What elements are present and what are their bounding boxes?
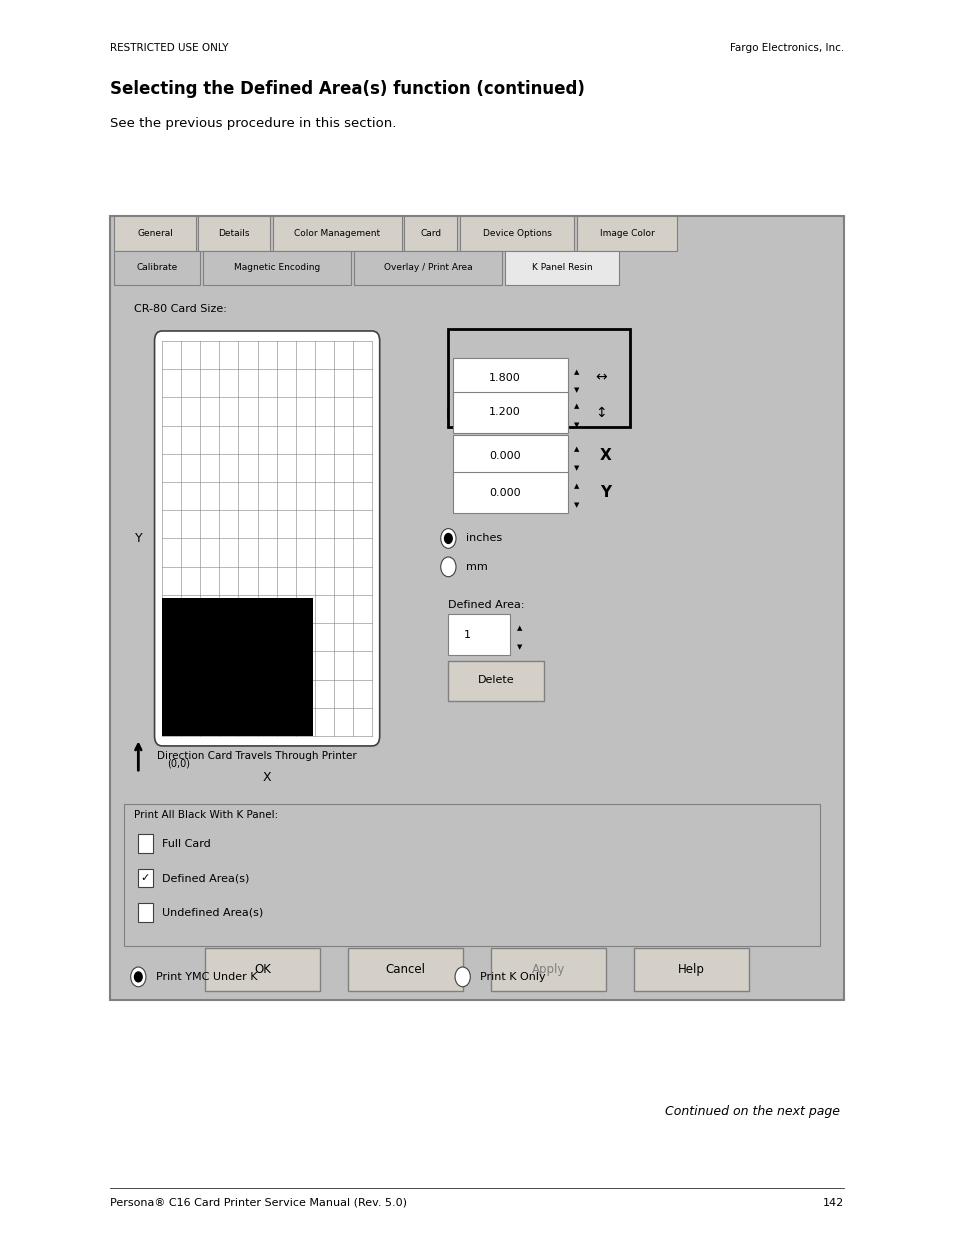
FancyBboxPatch shape (205, 948, 319, 990)
Text: Selecting the Defined Area(s) function (continued): Selecting the Defined Area(s) function (… (110, 80, 584, 99)
FancyBboxPatch shape (634, 948, 748, 990)
FancyBboxPatch shape (504, 251, 618, 285)
FancyBboxPatch shape (448, 615, 510, 656)
Text: |: | (445, 408, 449, 417)
Text: 0.000: 0.000 (488, 451, 520, 461)
Text: Print All Black With K Panel:: Print All Black With K Panel: (133, 810, 277, 820)
FancyBboxPatch shape (138, 835, 152, 853)
Text: Device Options: Device Options (482, 228, 551, 238)
Text: Undefined Area(s): Undefined Area(s) (162, 908, 263, 918)
FancyBboxPatch shape (124, 804, 820, 946)
FancyBboxPatch shape (453, 473, 567, 514)
Text: Apply: Apply (532, 963, 564, 976)
Text: CR-80 Card Size:: CR-80 Card Size: (133, 304, 226, 314)
FancyBboxPatch shape (491, 948, 605, 990)
Text: Full Card: Full Card (162, 839, 211, 848)
Circle shape (134, 972, 142, 982)
FancyBboxPatch shape (138, 904, 152, 923)
Text: Calibrate: Calibrate (136, 263, 178, 273)
FancyBboxPatch shape (114, 251, 200, 285)
Circle shape (455, 967, 470, 987)
Text: 0.000: 0.000 (488, 488, 520, 498)
FancyBboxPatch shape (453, 358, 567, 399)
Circle shape (440, 529, 456, 548)
FancyBboxPatch shape (114, 216, 195, 251)
Text: ↕: ↕ (595, 405, 606, 420)
FancyBboxPatch shape (198, 216, 270, 251)
Text: K Panel Resin: K Panel Resin (531, 263, 592, 273)
Text: Cancel: Cancel (385, 963, 425, 976)
FancyBboxPatch shape (273, 216, 401, 251)
Text: OK: OK (253, 963, 271, 976)
Text: ▼: ▼ (574, 503, 579, 508)
Text: Magnetic Encoding: Magnetic Encoding (233, 263, 320, 273)
Text: ▲: ▲ (574, 447, 579, 452)
Text: X: X (262, 771, 272, 784)
Text: Continued on the next page: Continued on the next page (664, 1105, 839, 1119)
Bar (162, 598, 313, 736)
Text: Print YMC Under K: Print YMC Under K (155, 972, 256, 982)
Circle shape (444, 534, 452, 543)
Text: 1: 1 (463, 630, 471, 640)
Text: RESTRICTED USE ONLY: RESTRICTED USE ONLY (110, 43, 228, 53)
FancyBboxPatch shape (154, 331, 379, 746)
FancyBboxPatch shape (448, 661, 543, 701)
Text: Overlay / Print Area: Overlay / Print Area (383, 263, 472, 273)
Text: ✓: ✓ (141, 873, 150, 883)
FancyBboxPatch shape (577, 216, 677, 251)
Text: (0,0): (0,0) (167, 758, 190, 768)
Text: ▲: ▲ (574, 404, 579, 409)
Text: ▲: ▲ (517, 626, 522, 631)
FancyBboxPatch shape (110, 216, 843, 1000)
Text: ▼: ▼ (574, 466, 579, 471)
Text: Fargo Electronics, Inc.: Fargo Electronics, Inc. (729, 43, 843, 53)
Text: Details: Details (218, 228, 250, 238)
Text: ▼: ▼ (574, 388, 579, 393)
FancyBboxPatch shape (354, 251, 501, 285)
Circle shape (440, 557, 456, 577)
FancyBboxPatch shape (459, 216, 574, 251)
Text: See the previous procedure in this section.: See the previous procedure in this secti… (110, 117, 395, 131)
FancyBboxPatch shape (404, 216, 456, 251)
Circle shape (131, 967, 146, 987)
Text: Direction Card Travels Through Printer: Direction Card Travels Through Printer (157, 751, 356, 761)
Text: Persona® C16 Card Printer Service Manual (Rev. 5.0): Persona® C16 Card Printer Service Manual… (110, 1198, 406, 1208)
FancyBboxPatch shape (453, 393, 567, 433)
FancyBboxPatch shape (203, 251, 351, 285)
Text: 142: 142 (822, 1198, 843, 1208)
Text: Y: Y (599, 485, 611, 500)
FancyBboxPatch shape (138, 869, 152, 888)
Text: Card: Card (419, 228, 441, 238)
Text: inches: inches (465, 534, 501, 543)
Text: mm: mm (465, 562, 487, 572)
Text: ▲: ▲ (574, 484, 579, 489)
Text: ▼: ▼ (517, 645, 522, 650)
Text: Defined Area(s): Defined Area(s) (162, 873, 250, 883)
Text: Defined Area:: Defined Area: (448, 600, 524, 610)
Text: 1.800: 1.800 (488, 373, 520, 383)
Text: Y: Y (134, 532, 142, 545)
Text: Help: Help (678, 963, 704, 976)
Text: Color Management: Color Management (294, 228, 380, 238)
Text: Delete: Delete (477, 676, 514, 685)
FancyBboxPatch shape (453, 436, 567, 477)
Text: ▲: ▲ (574, 369, 579, 374)
Text: X: X (599, 448, 611, 463)
Text: ▼: ▼ (574, 422, 579, 427)
FancyBboxPatch shape (348, 948, 462, 990)
Text: General: General (137, 228, 172, 238)
Text: ↔: ↔ (595, 370, 606, 385)
Text: Image Color: Image Color (599, 228, 654, 238)
Text: Print K Only: Print K Only (479, 972, 545, 982)
Text: 1.200: 1.200 (488, 408, 520, 417)
